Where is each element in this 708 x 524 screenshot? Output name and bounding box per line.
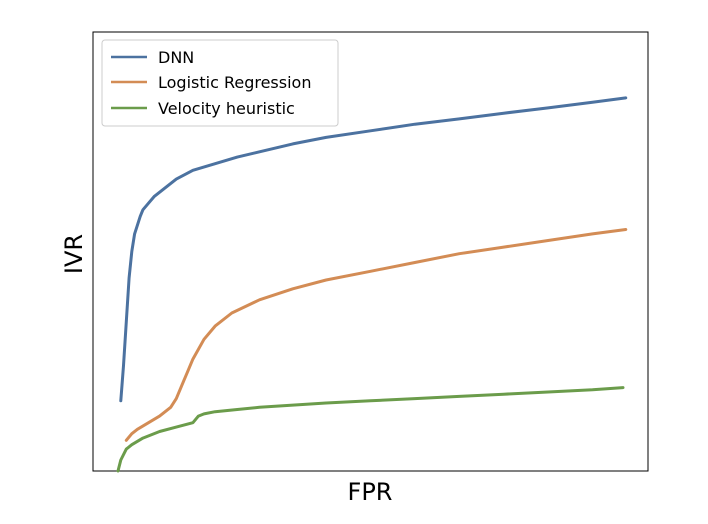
y-axis-label: IVR — [60, 234, 88, 274]
legend-label-logistic-regression: Logistic Regression — [158, 73, 311, 92]
x-axis-label: FPR — [348, 478, 393, 506]
legend-box — [101, 39, 339, 127]
series-layer — [116, 96, 628, 473]
series-line-logistic-regression — [124, 228, 628, 442]
series-line-dnn — [119, 96, 628, 403]
legend: DNN Logistic Regression Velocity heurist… — [101, 39, 339, 127]
legend-label-dnn: DNN — [158, 48, 194, 67]
series-line-velocity-heuristic — [116, 386, 625, 473]
legend-label-velocity-heuristic: Velocity heuristic — [158, 99, 295, 118]
